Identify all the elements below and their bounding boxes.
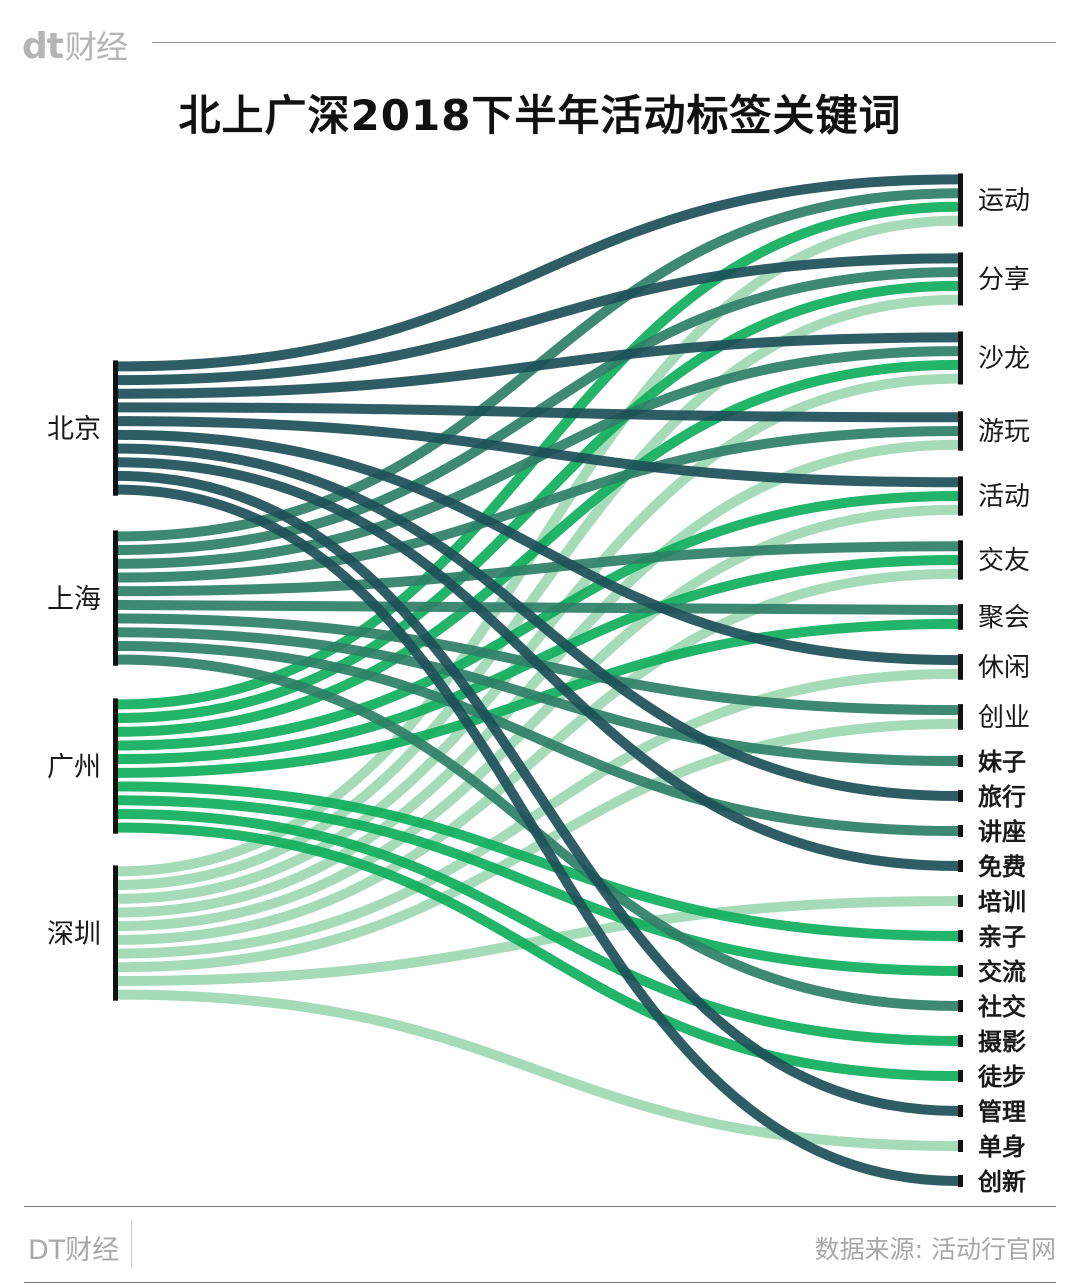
target-label-摄影: 摄影 xyxy=(978,1028,1026,1056)
target-bars-group xyxy=(958,173,963,1187)
flow-上海-交友 xyxy=(117,541,959,597)
target-bar-单身 xyxy=(958,1140,963,1152)
flow-广州-交流 xyxy=(117,795,959,976)
target-bar-旅行 xyxy=(958,790,963,802)
target-bar-亲子 xyxy=(958,930,963,942)
chart-title: 北上广深2018下半年活动标签关键词 xyxy=(178,91,902,140)
target-label-徒步: 徒步 xyxy=(977,1063,1026,1091)
source-bar-广州 xyxy=(113,698,118,834)
flows-group xyxy=(117,174,959,1186)
target-label-社交: 社交 xyxy=(978,993,1026,1021)
target-bar-培训 xyxy=(958,895,963,907)
flow-北京-免费 xyxy=(117,457,959,871)
target-label-交流: 交流 xyxy=(978,958,1026,986)
target-label-管理: 管理 xyxy=(978,1098,1026,1126)
flow-广州-摄影 xyxy=(117,809,959,1046)
target-bar-创业 xyxy=(958,704,963,730)
flow-北京-运动 xyxy=(117,174,959,372)
target-bar-免费 xyxy=(958,860,963,872)
target-bar-运动 xyxy=(958,173,963,227)
flow-深圳-培训 xyxy=(117,896,959,986)
target-bar-创新 xyxy=(958,1175,963,1187)
target-bar-交友 xyxy=(958,540,963,580)
flow-北京-分享 xyxy=(117,253,959,386)
footer-rule xyxy=(24,1206,1056,1207)
target-bar-休闲 xyxy=(958,654,963,680)
target-label-亲子: 亲子 xyxy=(978,923,1026,951)
target-label-游玩: 游玩 xyxy=(978,417,1030,447)
target-label-创新: 创新 xyxy=(977,1168,1026,1196)
target-label-妹子: 妹子 xyxy=(978,748,1026,776)
header-rule xyxy=(152,42,1056,43)
target-bar-游玩 xyxy=(958,411,963,451)
flow-北京-创新 xyxy=(117,484,959,1186)
source-bars-group xyxy=(113,360,118,1001)
flow-上海-讲座 xyxy=(117,641,959,836)
footer-brand: DT财经 xyxy=(28,1235,120,1266)
target-label-活动: 活动 xyxy=(978,482,1030,512)
source-bar-北京 xyxy=(113,360,118,496)
target-bar-徒步 xyxy=(958,1070,963,1082)
target-label-培训: 培训 xyxy=(978,888,1026,916)
header: dt财经 xyxy=(0,0,1080,90)
source-label-北京: 北京 xyxy=(47,414,101,445)
target-label-讲座: 讲座 xyxy=(978,818,1026,846)
target-label-免费: 免费 xyxy=(978,853,1026,881)
data-source: 数据来源: 活动行官网 xyxy=(814,1235,1056,1264)
target-label-运动: 运动 xyxy=(978,186,1030,216)
flow-北京-休闲 xyxy=(117,429,959,666)
source-label-深圳: 深圳 xyxy=(47,919,101,950)
flow-深圳-交友 xyxy=(117,568,959,945)
flow-广州-徒步 xyxy=(117,822,959,1081)
target-label-分享: 分享 xyxy=(978,265,1030,295)
flow-上海-聚会 xyxy=(117,599,959,616)
dt-logo: dt财经 xyxy=(22,26,128,67)
target-label-休闲: 休闲 xyxy=(978,653,1030,683)
target-bar-管理 xyxy=(958,1105,963,1117)
flow-深圳-分享 xyxy=(117,294,959,890)
target-bar-讲座 xyxy=(958,825,963,837)
target-label-单身: 单身 xyxy=(978,1133,1026,1161)
target-bar-妹子 xyxy=(958,755,963,767)
footer-separator xyxy=(131,1220,132,1268)
target-label-沙龙: 沙龙 xyxy=(978,344,1030,374)
source-bar-深圳 xyxy=(113,865,118,1001)
flow-上海-游玩 xyxy=(117,426,959,583)
flow-北京-旅行 xyxy=(117,443,959,801)
flow-深圳-沙龙 xyxy=(117,373,959,904)
flow-广州-亲子 xyxy=(117,781,959,941)
flow-深圳-休闲 xyxy=(117,668,959,959)
target-bar-活动 xyxy=(958,476,963,516)
flow-上海-妹子 xyxy=(117,627,959,766)
flow-北京-游玩 xyxy=(117,402,959,423)
source-bar-上海 xyxy=(113,530,118,666)
flow-北京-活动 xyxy=(117,416,959,488)
target-bar-交流 xyxy=(958,965,963,977)
source-label-上海: 上海 xyxy=(47,584,101,615)
target-bar-聚会 xyxy=(958,604,963,630)
target-label-聚会: 聚会 xyxy=(978,603,1030,633)
bottom-rule xyxy=(24,1282,1056,1283)
target-label-旅行: 旅行 xyxy=(978,783,1026,811)
flow-深圳-游玩 xyxy=(117,439,959,918)
target-bar-社交 xyxy=(958,1000,963,1012)
target-bar-分享 xyxy=(958,252,963,306)
flow-北京-沙龙 xyxy=(117,332,959,399)
source-label-广州: 广州 xyxy=(47,752,101,783)
flow-上海-沙龙 xyxy=(117,346,959,569)
target-label-创业: 创业 xyxy=(978,703,1030,733)
flow-深圳-活动 xyxy=(117,504,959,932)
flow-北京-管理 xyxy=(117,470,959,1116)
flow-深圳-创业 xyxy=(117,718,959,973)
target-bar-摄影 xyxy=(958,1035,963,1047)
target-bar-沙龙 xyxy=(958,331,963,385)
target-label-交友: 交友 xyxy=(978,546,1030,576)
